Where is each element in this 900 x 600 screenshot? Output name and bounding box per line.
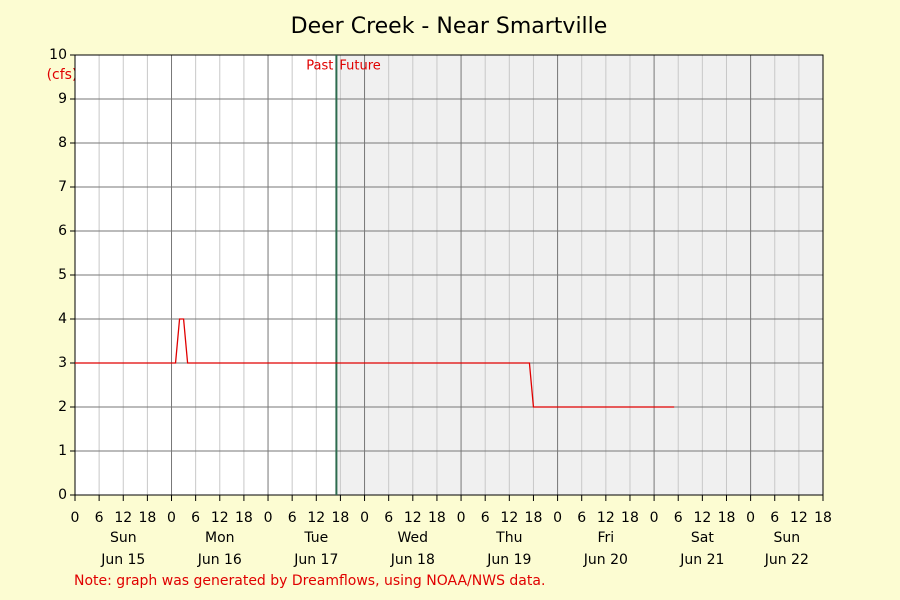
x-tick-label: 6 — [191, 510, 200, 526]
day-date: Jun 16 — [197, 552, 242, 568]
day-date: Jun 18 — [390, 552, 435, 568]
x-tick-label: 0 — [167, 510, 176, 526]
x-tick-label: 6 — [288, 510, 297, 526]
y-tick-label: 4 — [58, 311, 67, 327]
x-tick-label: 18 — [235, 510, 253, 526]
y-tick-label: 8 — [58, 135, 67, 151]
x-tick-label: 6 — [577, 510, 586, 526]
y-tick-label: 5 — [58, 267, 67, 283]
x-tick-label: 6 — [384, 510, 393, 526]
x-tick-label: 18 — [332, 510, 350, 526]
x-tick-label: 12 — [790, 510, 808, 526]
day-date: Jun 17 — [293, 552, 338, 568]
x-tick-label: 12 — [404, 510, 422, 526]
x-tick-label: 6 — [95, 510, 104, 526]
x-tick-label: 18 — [718, 510, 736, 526]
y-tick-label: 2 — [58, 399, 67, 415]
note: Note: graph was generated by Dreamflows,… — [74, 573, 545, 589]
x-tick-label: 12 — [307, 510, 325, 526]
day-weekday: Thu — [495, 530, 522, 546]
x-tick-label: 18 — [621, 510, 639, 526]
flow-line — [75, 318, 675, 408]
day-weekday: Wed — [398, 530, 429, 546]
x-tick-label: 12 — [597, 510, 615, 526]
y-tick-label: 9 — [58, 91, 67, 107]
chart-title: Deer Creek - Near Smartville — [291, 14, 608, 39]
day-weekday: Sat — [691, 530, 714, 546]
x-tick-label: 12 — [693, 510, 711, 526]
x-tick-label: 6 — [481, 510, 490, 526]
day-date: Jun 22 — [764, 552, 809, 568]
x-tick-label: 18 — [138, 510, 156, 526]
y-tick-label: 0 — [58, 487, 67, 503]
x-tick-label: 0 — [360, 510, 369, 526]
y-tick-label: 6 — [58, 223, 67, 239]
y-tick-label: 1 — [58, 443, 67, 459]
y-tick-label: 3 — [58, 355, 67, 371]
day-weekday: Fri — [597, 530, 614, 546]
future-label: Future — [339, 59, 380, 74]
day-date: Jun 15 — [100, 552, 145, 568]
x-tick-label: 18 — [814, 510, 832, 526]
x-tick-label: 6 — [674, 510, 683, 526]
day-date: Jun 19 — [486, 552, 531, 568]
day-weekday: Mon — [205, 530, 235, 546]
y-tick-label: 7 — [58, 179, 67, 195]
y-tick-label: 10 — [49, 47, 67, 63]
x-tick-label: 12 — [500, 510, 518, 526]
day-date: Jun 20 — [583, 552, 628, 568]
y-axis-label: (cfs) — [47, 67, 78, 83]
x-tick-label: 12 — [114, 510, 132, 526]
day-weekday: Sun — [773, 530, 800, 546]
x-tick-label: 0 — [650, 510, 659, 526]
plot-border — [74, 54, 824, 496]
x-tick-label: 6 — [770, 510, 779, 526]
x-tick-label: 0 — [553, 510, 562, 526]
x-tick-label: 0 — [746, 510, 755, 526]
x-tick-label: 18 — [428, 510, 446, 526]
past-label: Past — [306, 59, 333, 74]
day-date: Jun 21 — [679, 552, 724, 568]
day-weekday: Tue — [303, 530, 328, 546]
day-weekday: Sun — [110, 530, 137, 546]
x-tick-label: 12 — [211, 510, 229, 526]
x-tick-label: 0 — [264, 510, 273, 526]
x-tick-label: 0 — [71, 510, 80, 526]
x-tick-label: 18 — [525, 510, 543, 526]
x-tick-label: 0 — [457, 510, 466, 526]
